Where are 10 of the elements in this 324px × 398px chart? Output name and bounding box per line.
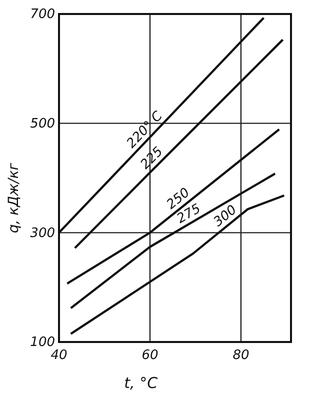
y-tick-label: 100 [30, 335, 55, 350]
y-tick-label: 300 [30, 226, 55, 241]
x-tick-label: 40 [50, 348, 68, 364]
x-axis-title: t, °C [124, 374, 158, 392]
y-tick-label: 700 [30, 7, 55, 22]
x-tick-label: 80 [232, 348, 250, 364]
y-tick-label: 500 [30, 116, 55, 132]
text: 300 [211, 202, 240, 230]
y-axis-title: q, кДж/кг [6, 162, 22, 234]
x-tick-label: 60 [142, 348, 158, 364]
